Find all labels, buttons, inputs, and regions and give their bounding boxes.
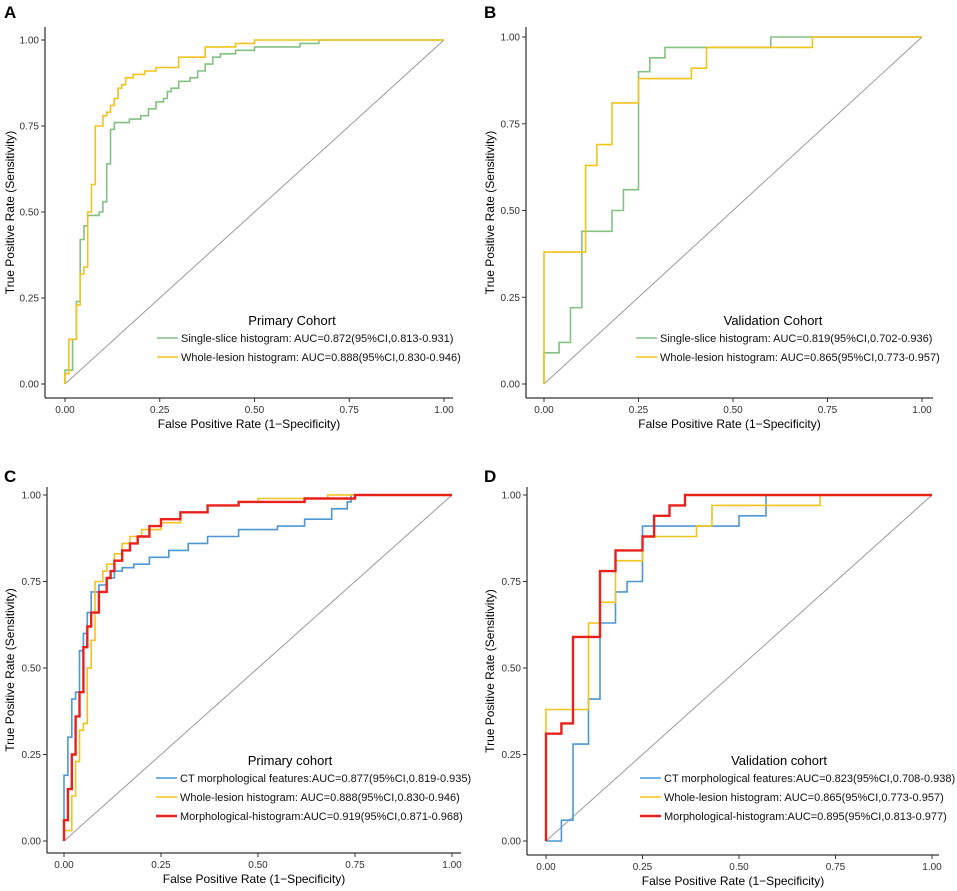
roc-curve-series-1 bbox=[543, 36, 922, 384]
x-tick-label: 0.25 bbox=[150, 405, 170, 416]
y-tick-label: 0.50 bbox=[502, 664, 522, 675]
legend-title: Primary Cohort bbox=[248, 313, 336, 328]
reference-diagonal bbox=[64, 39, 445, 385]
y-tick-label: 0.25 bbox=[501, 293, 521, 304]
y-tick-label: 0.75 bbox=[22, 577, 42, 588]
x-tick-label: 0.00 bbox=[54, 860, 74, 871]
y-tick-label: 0.25 bbox=[22, 750, 42, 761]
x-tick-label: 0.50 bbox=[248, 860, 268, 871]
y-tick-label: 0.50 bbox=[22, 664, 42, 675]
legend-label: Whole-lesion histogram: AUC=0.888(95%CI,… bbox=[181, 352, 461, 364]
legend-label: Whole-lesion histogram: AUC=0.865(95%CI,… bbox=[664, 792, 944, 804]
y-tick-label: 0.75 bbox=[502, 577, 522, 588]
x-tick-label: 0.75 bbox=[340, 405, 360, 416]
y-tick-label: 0.00 bbox=[20, 380, 40, 391]
roc-curve-series-3 bbox=[62, 493, 452, 841]
x-axis-title: False Positive Rate (1−Specificity) bbox=[158, 417, 340, 431]
legend-title: Primary cohort bbox=[248, 753, 333, 768]
x-tick-label: 0.75 bbox=[826, 862, 846, 873]
legend-label: Whole-lesion histogram: AUC=0.865(95%CI,… bbox=[660, 352, 940, 364]
chart-panel-c: C 0.00 0.00 0.25 0.25 0.50 0.50 0.75 0.75 1.00 1.0… bbox=[3, 467, 471, 886]
x-tick-label: 0.00 bbox=[55, 405, 75, 416]
y-tick-label: 1.00 bbox=[501, 33, 521, 44]
legend-title: Validation cohort bbox=[731, 753, 827, 768]
x-tick-label: 0.50 bbox=[723, 405, 743, 416]
panel-letter: C bbox=[4, 467, 16, 486]
chart-panel-b: B 0.00 0.00 0.25 0.25 0.50 0.50 0.75 0.75 1.00 1.0… bbox=[483, 3, 940, 431]
panel-letter: A bbox=[4, 3, 16, 22]
x-tick-label: 0.25 bbox=[633, 862, 653, 873]
x-axis-title: False Positive Rate (1−Specificity) bbox=[638, 417, 820, 431]
x-tick-label: 0.75 bbox=[345, 860, 365, 871]
reference-diagonal bbox=[543, 36, 923, 385]
y-tick-label: 0.75 bbox=[501, 119, 521, 130]
y-tick-label: 0.25 bbox=[20, 294, 40, 305]
legend-label: CT morphological features:AUC=0.877(95%C… bbox=[180, 773, 471, 785]
x-axis-title: False Positive Rate (1−Specificity) bbox=[642, 874, 824, 888]
roc-curve-series-3 bbox=[544, 493, 932, 841]
legend-title: Validation Cohort bbox=[724, 313, 823, 328]
y-tick-label: 0.75 bbox=[20, 122, 40, 133]
panel-letter: B bbox=[484, 3, 496, 22]
y-axis-title: True Positive Rate (Sensitivity) bbox=[483, 589, 497, 753]
roc-curve-series-1 bbox=[64, 39, 444, 384]
y-tick-label: 0.50 bbox=[501, 206, 521, 217]
x-axis-title: False Positive Rate (1−Specificity) bbox=[163, 872, 345, 886]
reference-diagonal bbox=[545, 494, 933, 842]
roc-curve-series-2 bbox=[64, 39, 444, 384]
y-axis-title: True Positive Rate (Sensitivity) bbox=[3, 588, 17, 752]
x-tick-label: 0.75 bbox=[818, 405, 838, 416]
roc-curve-series-2 bbox=[543, 36, 922, 384]
x-tick-label: 1.00 bbox=[912, 405, 932, 416]
legend-label: Single-slice histogram: AUC=0.872(95%CI,… bbox=[181, 333, 453, 345]
y-tick-label: 0.00 bbox=[22, 837, 42, 848]
y-axis-title: True Positive Rate (Sensitivity) bbox=[3, 131, 17, 295]
legend-label: Single-slice histogram: AUC=0.819(95%CI,… bbox=[660, 333, 932, 345]
x-tick-label: 0.25 bbox=[629, 405, 649, 416]
y-axis-title: True Positive Rate (Sensitivity) bbox=[483, 131, 497, 295]
y-tick-label: 0.00 bbox=[501, 380, 521, 391]
legend-label: Morphological-histogram:AUC=0.919(95%CI,… bbox=[180, 811, 463, 823]
chart-panel-d: D 0.00 0.00 0.25 0.25 0.50 0.50 0.75 0.75 1.00 1.0… bbox=[483, 467, 955, 888]
x-tick-label: 1.00 bbox=[434, 405, 454, 416]
panel-letter: D bbox=[484, 467, 496, 486]
y-tick-label: 0.00 bbox=[502, 837, 522, 848]
legend-label: CT morphological features:AUC=0.823(95%C… bbox=[664, 773, 955, 785]
x-tick-label: 0.00 bbox=[536, 862, 556, 873]
roc-curve-series-1 bbox=[63, 494, 452, 841]
x-tick-label: 1.00 bbox=[922, 862, 942, 873]
legend-label: Morphological-histogram:AUC=0.895(95%CI,… bbox=[664, 811, 947, 823]
x-tick-label: 0.00 bbox=[534, 405, 554, 416]
y-tick-label: 1.00 bbox=[20, 36, 40, 47]
x-tick-label: 1.00 bbox=[442, 860, 462, 871]
x-tick-label: 0.25 bbox=[151, 860, 171, 871]
reference-diagonal bbox=[63, 494, 453, 842]
x-tick-label: 0.50 bbox=[245, 405, 265, 416]
y-tick-label: 1.00 bbox=[502, 491, 522, 502]
legend-label: Whole-lesion histogram: AUC=0.888(95%CI,… bbox=[180, 792, 460, 804]
y-tick-label: 0.25 bbox=[502, 750, 522, 761]
x-tick-label: 0.50 bbox=[729, 862, 749, 873]
y-tick-label: 0.50 bbox=[20, 208, 40, 219]
y-tick-label: 1.00 bbox=[22, 491, 42, 502]
chart-panel-a: A 0.00 0.00 0.25 0.25 0.50 0.50 0.75 0.75 1.00 1.0… bbox=[3, 3, 461, 431]
